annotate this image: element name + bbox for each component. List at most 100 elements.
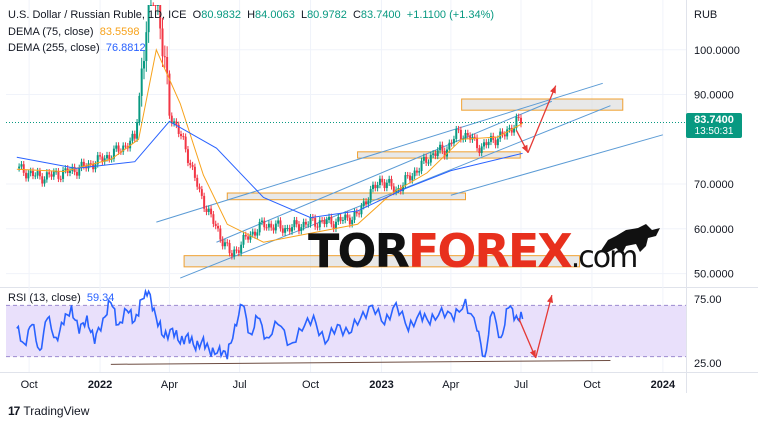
candle-body (344, 214, 347, 221)
high-value: 84.0063 (255, 9, 295, 21)
candle-body (115, 145, 118, 149)
rsi-forecast-arrow-head (546, 295, 554, 304)
candle-body (108, 155, 111, 160)
candle-body (240, 244, 243, 253)
candle-body (341, 220, 344, 222)
candle-body (38, 171, 41, 177)
candle-body (101, 156, 104, 162)
dema75-legend[interactable]: DEMA (75, close) 83.5598 (8, 26, 139, 38)
time-tick-label: 2023 (369, 379, 393, 391)
dema75-value: 83.5598 (99, 26, 140, 38)
candle-body (244, 234, 247, 237)
candle-body (235, 249, 238, 251)
candle-body (159, 5, 162, 29)
candle-body (270, 223, 273, 228)
close-value: 83.7400 (360, 9, 401, 21)
candle-body (436, 150, 439, 156)
trend-channel-line (156, 82, 603, 223)
candle-body (177, 124, 180, 134)
candle-body (337, 217, 340, 222)
candle-body (371, 184, 374, 190)
candle-body (226, 242, 229, 244)
candle-body (478, 148, 481, 154)
axes: 100.0000 90.0000 70.0000 60.0000 50.0000 RUB O… (21, 9, 740, 391)
candle-body (212, 214, 215, 224)
price-tick-label: 100.0000 (694, 45, 740, 57)
candle-body (307, 224, 310, 226)
candle-body (295, 220, 298, 225)
candle-body (223, 242, 226, 247)
candle-body (441, 144, 444, 151)
candle-body (242, 234, 245, 245)
candle-body (80, 161, 83, 168)
candle-body (297, 224, 300, 232)
candle-body (485, 142, 488, 146)
candle-body (346, 214, 349, 218)
candle-body (34, 175, 37, 177)
candle-body (302, 221, 305, 228)
candle-body (513, 128, 516, 133)
candle-body (52, 171, 55, 177)
rsi-forecast-arrow (535, 294, 553, 359)
candle-body (469, 135, 472, 140)
candle-body (189, 162, 192, 166)
time-tick-label: 2024 (651, 379, 676, 391)
candle-body (170, 115, 173, 124)
open-value: 80.9832 (201, 9, 241, 21)
candle-body (328, 216, 331, 220)
symbol-title[interactable]: U.S. Dollar / Russian Ruble, 1D, ICE (8, 9, 187, 21)
candle-body (166, 57, 169, 74)
support-resistance-zone (183, 255, 581, 268)
candle-body (427, 162, 430, 164)
candle-body (136, 122, 139, 139)
tradingview-logo[interactable]: 17 TradingView (8, 404, 89, 418)
candle-body (122, 145, 125, 152)
trend-channel-line (450, 134, 664, 196)
candle-body (228, 243, 231, 254)
candle-body (198, 186, 201, 190)
candle-body (432, 153, 435, 155)
candle-body (334, 221, 337, 229)
candle-body (36, 171, 39, 176)
candle-body (180, 133, 183, 137)
candle-body (112, 148, 115, 159)
candle-body (362, 201, 365, 207)
rsi-legend[interactable]: RSI (13, close) 59.34 (8, 292, 114, 304)
candle-body (75, 172, 78, 176)
dema255-legend[interactable]: DEMA (255, close) 76.8812 (8, 42, 146, 54)
candle-body (193, 166, 196, 178)
candle-body (383, 182, 386, 189)
candle-body (203, 195, 206, 209)
candle-body (388, 178, 391, 183)
rsi-pane (6, 288, 686, 365)
candle-body (325, 219, 328, 225)
candle-body (89, 163, 92, 165)
candle-body (494, 139, 497, 146)
candle-body (288, 227, 291, 232)
candle-body (508, 127, 511, 130)
candle-body (411, 176, 414, 181)
candle-body (131, 133, 134, 141)
support-resistance-zone (226, 192, 467, 201)
candle-body (43, 179, 46, 184)
candle-body (161, 28, 164, 57)
candle-body (480, 146, 483, 154)
candle-body (457, 129, 460, 131)
candle-body (358, 213, 361, 215)
candle-body (263, 220, 266, 228)
time-tick-label: Apr (161, 379, 178, 391)
candle-body (62, 170, 65, 179)
bull-icon (600, 224, 660, 254)
candle-body (452, 138, 455, 144)
rsi-label: RSI (13, close) (8, 292, 81, 304)
candle-body (385, 182, 388, 189)
rsi-line (16, 288, 524, 360)
candle-body (439, 144, 442, 151)
candle-body (476, 137, 479, 149)
candle-body (367, 200, 370, 205)
candle-body (448, 142, 451, 150)
price-tick-label: 60.0000 (694, 224, 734, 236)
price-pane (6, 0, 686, 279)
candle-body (390, 178, 393, 187)
